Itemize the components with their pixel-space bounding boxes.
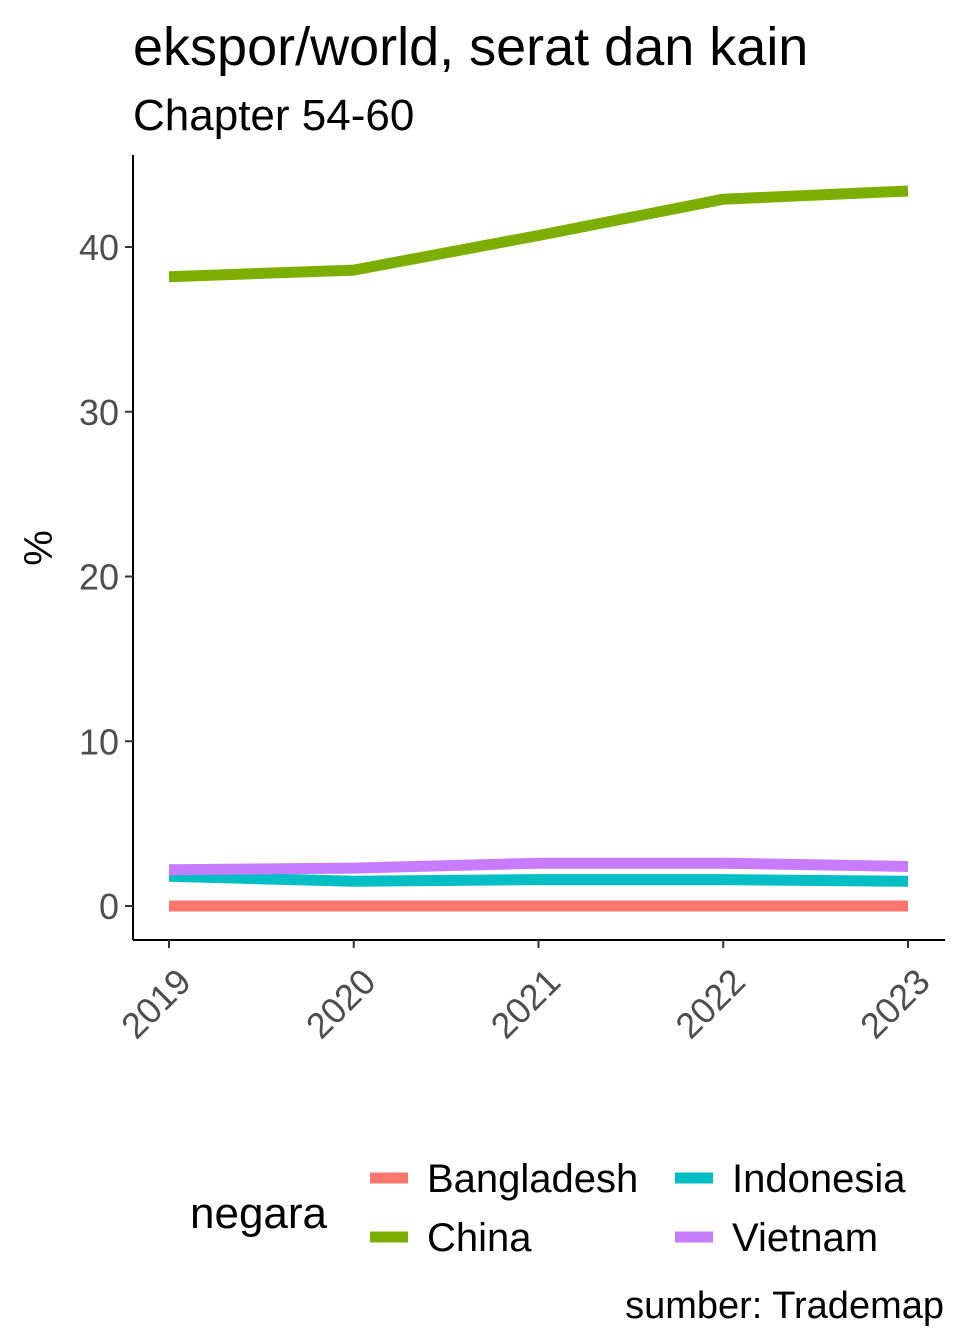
y-tick-label: 10 <box>79 721 119 762</box>
legend-label-indonesia: Indonesia <box>732 1157 906 1201</box>
y-tick-label: 40 <box>79 227 119 268</box>
y-tick-label: 30 <box>79 392 119 433</box>
legend-label-bangladesh: Bangladesh <box>427 1157 638 1201</box>
x-tick-label: 2020 <box>298 961 384 1047</box>
series-line-vietnam <box>168 857 909 876</box>
chart-title: ekspor/world, serat dan kain <box>133 17 808 77</box>
x-tick-label: 2019 <box>113 961 199 1047</box>
series-line-indonesia <box>168 870 909 887</box>
x-tick-label: 2021 <box>483 961 569 1047</box>
y-tick-label: 20 <box>79 557 119 598</box>
legend-title: negara <box>190 1189 328 1238</box>
x-tick-label: 2022 <box>667 961 753 1047</box>
legend: Bangladesh China Indonesia Vietnam <box>370 1157 906 1260</box>
x-tick-label: 2023 <box>852 961 938 1047</box>
y-tick-label: 0 <box>99 886 119 927</box>
caption: sumber: Trademap <box>625 1285 944 1327</box>
series-line-china <box>168 185 909 283</box>
legend-label-vietnam: Vietnam <box>732 1216 878 1260</box>
y-axis-title: % <box>17 530 61 566</box>
legend-label-china: China <box>427 1216 532 1260</box>
plot-area: 0 10 20 30 40 2019 2020 2021 2022 2023 <box>79 155 945 1046</box>
chart-subtitle: Chapter 54-60 <box>133 91 414 140</box>
